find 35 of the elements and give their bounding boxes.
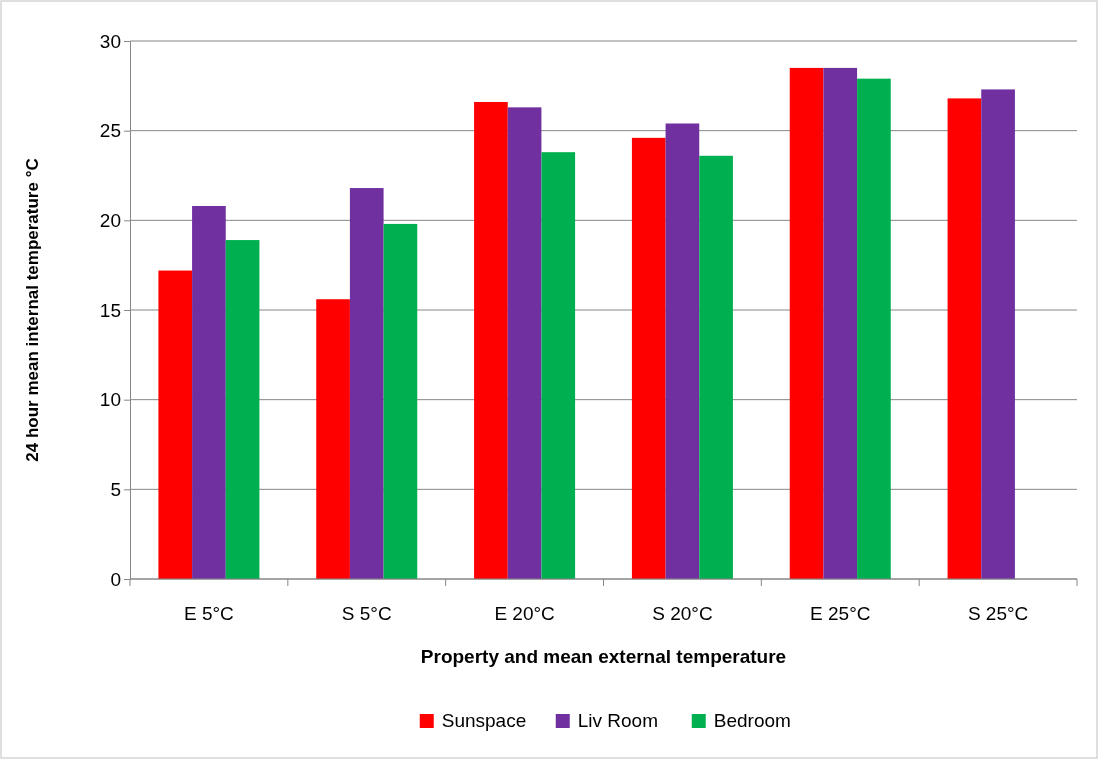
bar xyxy=(981,89,1015,579)
y-axis-title: 24 hour mean internal temperature °C xyxy=(23,158,42,462)
bar xyxy=(158,270,193,579)
x-tick-label: S 25°C xyxy=(967,603,1029,624)
bar xyxy=(507,107,542,579)
x-tick-label: S 20°C xyxy=(652,603,713,624)
y-tick-label: 10 xyxy=(99,389,121,411)
x-tick-label: S 5°C xyxy=(341,603,392,624)
y-tick-label: 0 xyxy=(110,568,121,590)
y-tick-label: 20 xyxy=(99,209,121,231)
y-tick-label: 5 xyxy=(110,478,121,500)
bar xyxy=(665,123,700,579)
bar xyxy=(192,205,226,579)
bar xyxy=(316,299,350,579)
bar xyxy=(631,137,666,579)
x-axis-title: Property and mean external temperature xyxy=(420,646,787,667)
bar xyxy=(857,78,891,579)
bar xyxy=(789,67,824,579)
y-tick-label: 30 xyxy=(99,30,121,52)
y-tick-label: 25 xyxy=(99,120,121,142)
bar xyxy=(474,101,508,579)
bar xyxy=(225,240,260,579)
bar xyxy=(947,98,982,579)
legend-label: Liv Room xyxy=(577,710,658,731)
bar xyxy=(823,67,858,579)
legend-label: Sunspace xyxy=(441,710,527,731)
x-tick-label: E 25°C xyxy=(810,603,871,624)
x-tick-label: E 5°C xyxy=(183,603,234,624)
bar xyxy=(541,152,576,579)
legend-label: Bedroom xyxy=(713,710,791,731)
bar xyxy=(349,188,384,579)
x-tick-label: E 20°C xyxy=(494,603,555,624)
y-tick-label: 15 xyxy=(99,299,121,321)
bar xyxy=(699,155,733,579)
bar xyxy=(383,223,418,579)
